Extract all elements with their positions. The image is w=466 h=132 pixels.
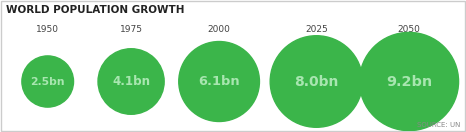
Text: 2000: 2000 [208, 25, 231, 34]
Text: 9.2bn: 9.2bn [386, 74, 432, 89]
Text: 2050: 2050 [397, 25, 420, 34]
Ellipse shape [179, 42, 260, 121]
Text: 2025: 2025 [305, 25, 328, 34]
Text: 1975: 1975 [120, 25, 143, 34]
Text: 2.5bn: 2.5bn [30, 77, 65, 86]
Ellipse shape [98, 49, 164, 114]
Text: SOURCE: UN: SOURCE: UN [417, 122, 460, 128]
Text: 4.1bn: 4.1bn [112, 75, 150, 88]
Text: WORLD POPULATION GROWTH: WORLD POPULATION GROWTH [6, 5, 185, 15]
Ellipse shape [359, 32, 459, 131]
Ellipse shape [22, 56, 74, 107]
Ellipse shape [270, 36, 363, 127]
Text: 6.1bn: 6.1bn [199, 75, 240, 88]
Text: 8.0bn: 8.0bn [294, 74, 339, 89]
Text: 1950: 1950 [36, 25, 59, 34]
